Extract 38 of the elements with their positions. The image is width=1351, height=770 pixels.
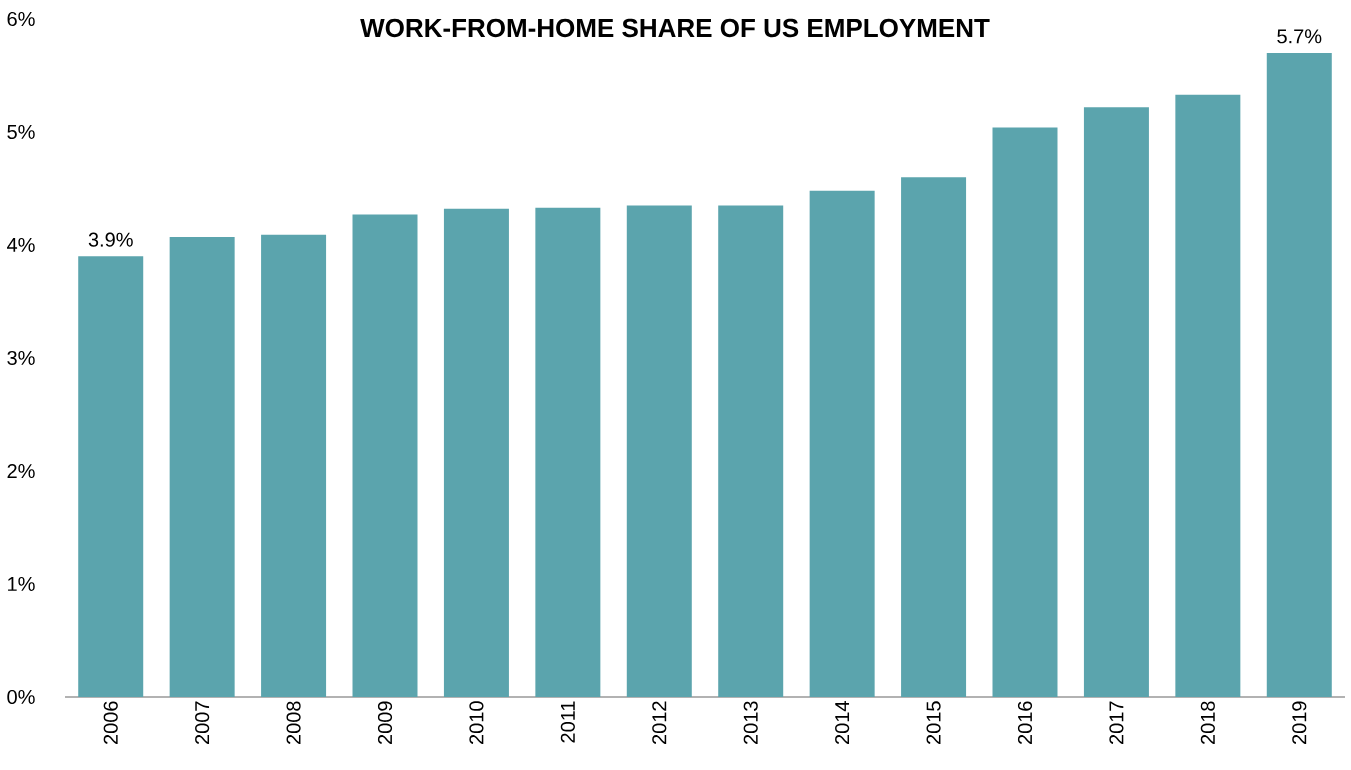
- bar: [626, 205, 692, 697]
- bar: [1175, 94, 1241, 697]
- bar: [352, 214, 418, 697]
- chart-title: WORK-FROM-HOME SHARE OF US EMPLOYMENT: [360, 18, 990, 38]
- data-label: 5.7%: [1277, 29, 1322, 44]
- y-tick-label: 3%: [7, 350, 35, 366]
- x-tick-label: 2012: [652, 701, 667, 745]
- y-tick-label: 5%: [7, 124, 35, 140]
- data-label: 3.9%: [88, 232, 133, 247]
- bar: [901, 177, 967, 697]
- x-tick-label: 2011: [560, 701, 575, 743]
- y-tick-label: 6%: [7, 11, 35, 27]
- y-tick-label: 4%: [7, 237, 35, 252]
- bar: [78, 256, 144, 697]
- x-tick-label: 2015: [926, 701, 941, 745]
- x-tick-label: 2017: [1109, 701, 1124, 745]
- x-tick-label: 2019: [1292, 701, 1307, 745]
- bar: [809, 190, 875, 697]
- y-tick-label: 0%: [7, 689, 35, 705]
- x-tick-label: 2016: [1017, 701, 1033, 745]
- bar: [1266, 52, 1332, 697]
- x-tick-label: 2013: [743, 701, 758, 745]
- bar: [1083, 107, 1149, 697]
- x-tick-label: 2006: [103, 701, 118, 745]
- x-tick-label: 2009: [377, 701, 393, 745]
- y-tick-label: 2%: [7, 463, 35, 479]
- bar: [535, 207, 601, 697]
- x-tick-label: 2007: [195, 701, 210, 745]
- x-tick-label: 2010: [469, 701, 484, 745]
- bar: [261, 234, 327, 697]
- bar: [992, 127, 1058, 697]
- bar: [443, 208, 509, 697]
- y-tick-label: 1%: [8, 576, 35, 591]
- x-tick-label: 2018: [1200, 701, 1215, 745]
- bar: [169, 237, 235, 697]
- x-tick-label: 2008: [286, 701, 301, 745]
- x-tick-label: 2014: [835, 701, 850, 745]
- bar: [718, 205, 784, 697]
